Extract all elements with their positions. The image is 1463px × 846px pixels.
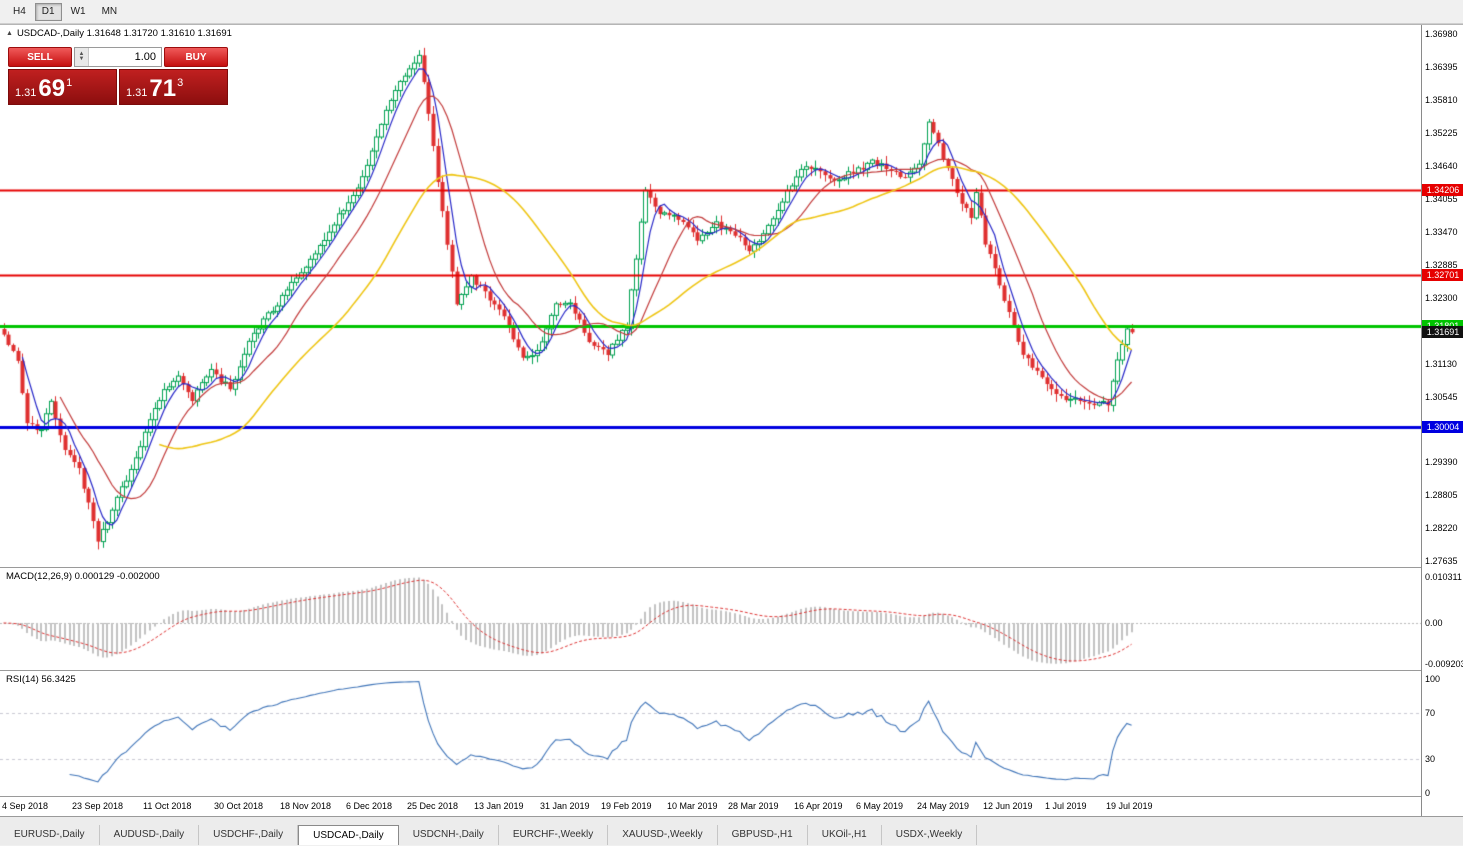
chart-tab[interactable]: USDCNH-,Daily — [399, 825, 499, 845]
price-scale-label: 1.28220 — [1425, 523, 1458, 533]
symbol-header: ▲ USDCAD-,Daily 1.31648 1.31720 1.31610 … — [6, 28, 232, 39]
volume-input[interactable]: ▲ ▼ 1.00 — [74, 47, 162, 67]
buy-button[interactable]: BUY — [164, 47, 228, 67]
rsi-title: RSI(14) 56.3425 — [6, 674, 76, 685]
price-scale-label: 1.33470 — [1425, 227, 1458, 237]
date-label: 19 Feb 2019 — [601, 801, 652, 811]
collapse-arrow-icon[interactable]: ▲ — [6, 30, 13, 37]
timeframe-button-h4[interactable]: H4 — [6, 3, 33, 21]
date-label: 19 Jul 2019 — [1106, 801, 1153, 811]
price-scale-label: 1.35225 — [1425, 128, 1458, 138]
price-scale-label: 1.35810 — [1425, 95, 1458, 105]
rsi-scale-label: 30 — [1425, 754, 1436, 764]
price-scale-label: 1.34640 — [1425, 161, 1458, 171]
buy-price[interactable]: 1.31 71 3 — [119, 69, 228, 105]
level-price-badge: 1.32701 — [1422, 269, 1463, 281]
timeframe-button-d1[interactable]: D1 — [34, 2, 62, 21]
price-scale-label: 1.34055 — [1425, 194, 1458, 204]
bottom-strip — [0, 816, 1463, 825]
level-price-badge: 1.34206 — [1422, 184, 1463, 196]
chart-tab[interactable]: XAUUSD-,Weekly — [608, 825, 718, 845]
timeframe-toolbar: H4 D1 W1 MN — [0, 0, 1463, 24]
buy-price-big: 71 — [149, 75, 177, 102]
chart-tab[interactable]: UKOil-,H1 — [808, 825, 882, 845]
date-label: 25 Dec 2018 — [407, 801, 459, 811]
chart-window: 4 Sep 2018 23 Sep 2018 11 Oct 2018 30 Oct 2… — [0, 24, 1463, 825]
rsi-indicator-canvas[interactable] — [0, 671, 1421, 796]
panel-divider[interactable] — [0, 796, 1463, 797]
sell-price-big: 69 — [38, 75, 66, 102]
one-click-trading-panel: SELL ▲ ▼ 1.00 BUY 1.31 69 1 1.31 71 3 — [8, 47, 228, 105]
macd-indicator-canvas[interactable] — [0, 568, 1421, 670]
date-label: 6 May 2019 — [856, 801, 904, 811]
date-label: 6 Dec 2018 — [346, 801, 393, 811]
buy-price-sup: 3 — [177, 77, 184, 89]
date-label: 28 Mar 2019 — [728, 801, 779, 811]
timeframe-button-w1[interactable]: W1 — [64, 3, 93, 21]
date-label: 12 Jun 2019 — [983, 801, 1033, 811]
date-axis[interactable]: 4 Sep 2018 23 Sep 2018 11 Oct 2018 30 Oct 2… — [0, 797, 1421, 816]
date-label: 11 Oct 2018 — [143, 801, 192, 811]
price-scale-label: 1.32885 — [1425, 260, 1458, 270]
panel-divider[interactable] — [0, 670, 1463, 671]
price-scale-label: 1.27635 — [1425, 556, 1458, 566]
macd-scale-label: 0.010311 — [1425, 572, 1462, 582]
price-scale-label: 1.28805 — [1425, 490, 1458, 500]
chart-tab[interactable]: USDX-,Weekly — [882, 825, 978, 845]
macd-title: MACD(12,26,9) 0.000129 -0.002000 — [6, 571, 160, 582]
chart-tab[interactable]: GBPUSD-,H1 — [718, 825, 808, 845]
price-scale-label: 1.36980 — [1425, 29, 1458, 39]
date-label: 24 May 2019 — [917, 801, 970, 811]
price-chart-canvas[interactable] — [0, 25, 1421, 567]
chart-tab[interactable]: EURUSD-,Daily — [0, 825, 100, 845]
price-scale-label: 1.36395 — [1425, 62, 1458, 72]
price-scale-label: 1.31130 — [1425, 359, 1457, 369]
macd-scale-label: -0.009203 — [1425, 659, 1463, 669]
macd-scale-label: 0.00 — [1425, 618, 1443, 628]
rsi-scale-label: 100 — [1425, 674, 1441, 684]
price-scale[interactable]: 1.36980 1.36395 1.35810 1.35225 1.34640 1.340… — [1421, 25, 1463, 816]
date-label: 1 Jul 2019 — [1045, 801, 1087, 811]
chart-tab[interactable]: USDCHF-,Daily — [199, 825, 299, 845]
chart-tab[interactable]: AUDUSD-,Daily — [100, 825, 200, 845]
sell-price-sup: 1 — [66, 77, 73, 89]
rsi-scale-label: 70 — [1425, 708, 1436, 718]
spinner-up-icon[interactable]: ▲ — [78, 51, 85, 57]
rsi-scale-label: 0 — [1425, 788, 1431, 798]
sell-button[interactable]: SELL — [8, 47, 72, 67]
volume-value[interactable]: 1.00 — [134, 51, 156, 63]
price-scale-label: 1.29390 — [1425, 457, 1458, 467]
date-label: 23 Sep 2018 — [72, 801, 124, 811]
buy-price-small: 1.31 — [126, 87, 148, 99]
date-label: 31 Jan 2019 — [540, 801, 590, 811]
price-scale-label: 1.30545 — [1425, 392, 1458, 402]
chart-tab-bar: EURUSD-,Daily AUDUSD-,Daily USDCHF-,Daily U… — [0, 824, 1463, 845]
date-label: 4 Sep 2018 — [2, 801, 49, 811]
spinner-down-icon[interactable]: ▼ — [78, 56, 85, 62]
sell-price-small: 1.31 — [15, 87, 37, 99]
date-label: 13 Jan 2019 — [474, 801, 524, 811]
chart-tab[interactable]: EURCHF-,Weekly — [499, 825, 609, 845]
date-label: 16 Apr 2019 — [794, 801, 843, 811]
level-price-badge: 1.30004 — [1422, 421, 1463, 433]
sell-price[interactable]: 1.31 69 1 — [8, 69, 117, 105]
price-scale-label: 1.32300 — [1425, 293, 1458, 303]
date-label: 30 Oct 2018 — [214, 801, 264, 811]
timeframe-button-mn[interactable]: MN — [95, 3, 125, 21]
panel-divider[interactable] — [0, 567, 1463, 568]
current-price-badge: 1.31691 — [1422, 326, 1463, 338]
date-label: 18 Nov 2018 — [280, 801, 332, 811]
volume-spinner[interactable]: ▲ ▼ — [75, 48, 89, 66]
symbol-ohlc-label: USDCAD-,Daily 1.31648 1.31720 1.31610 1.… — [16, 28, 232, 39]
chart-tab[interactable]: USDCAD-,Daily — [298, 825, 399, 845]
date-label: 10 Mar 2019 — [667, 801, 718, 811]
